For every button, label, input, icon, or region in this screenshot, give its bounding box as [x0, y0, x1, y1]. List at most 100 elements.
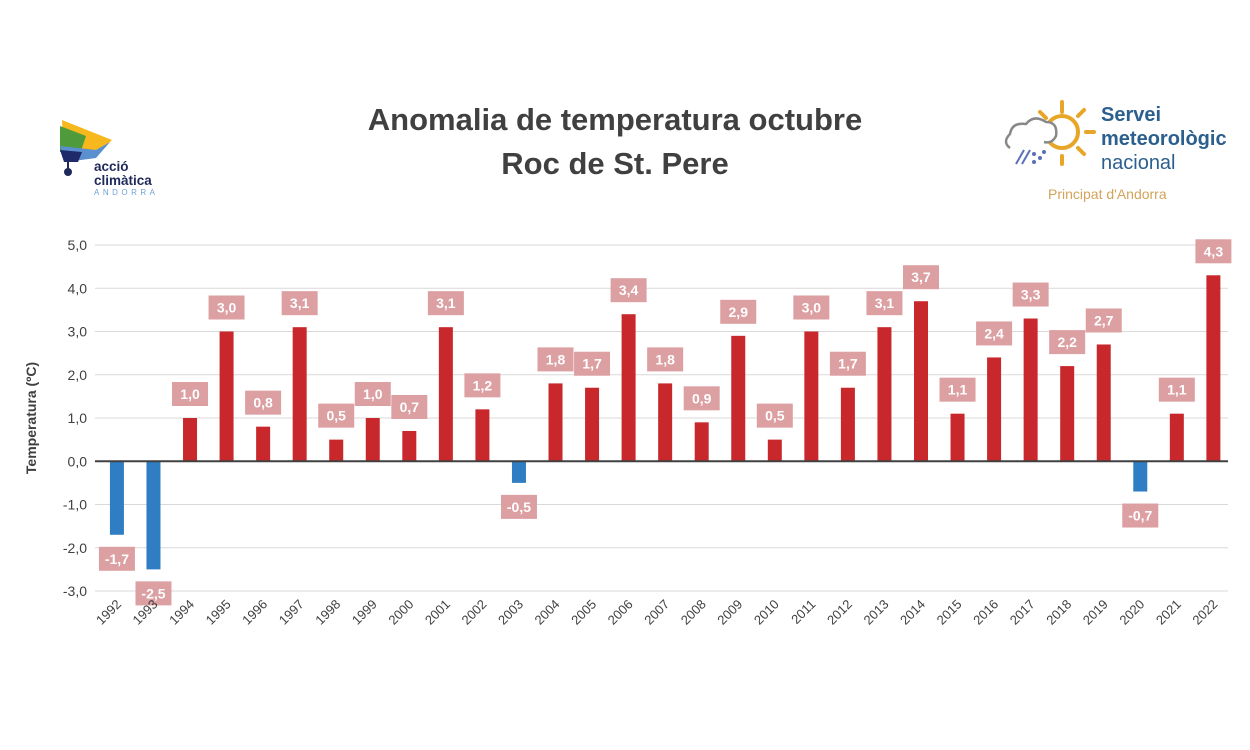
y-tick-label: -1,0	[63, 497, 87, 513]
logo-text-principat: Principat d'Andorra	[1048, 186, 1167, 202]
data-label-box	[354, 382, 391, 406]
bar	[621, 314, 636, 462]
y-tick-label: 4,0	[68, 280, 88, 296]
y-tick-label: 0,0	[68, 453, 88, 469]
x-tick-label: 2012	[824, 597, 855, 628]
bar	[402, 430, 417, 462]
sun-cloud-rain-icon	[1004, 100, 1096, 166]
bar	[804, 331, 819, 462]
y-tick-label: 3,0	[68, 324, 88, 340]
x-tick-label: 2022	[1189, 597, 1220, 628]
data-label-box	[1085, 308, 1122, 333]
bar	[658, 383, 673, 462]
accio-climatica-logo: acció climàtica ANDORRA	[56, 116, 155, 197]
data-label-box	[245, 390, 282, 415]
data-label-box	[1158, 377, 1195, 402]
x-tick-label: 2005	[568, 597, 599, 628]
data-label-box	[720, 299, 757, 324]
data-label-box	[172, 382, 209, 406]
data-label-box	[756, 403, 793, 428]
data-label: 3,3	[1021, 287, 1041, 303]
logo-text-meteorologic: meteorològic	[1101, 128, 1227, 150]
data-label-box	[427, 291, 464, 316]
data-label-box	[574, 351, 611, 376]
data-label: -1,7	[105, 551, 129, 567]
data-label: 0,5	[326, 408, 346, 424]
bar	[1169, 413, 1184, 462]
x-tick-label: 2018	[1043, 597, 1074, 628]
data-label: 0,8	[253, 395, 273, 411]
x-tick-label: 2008	[678, 597, 709, 628]
bar	[1206, 275, 1221, 462]
data-label: 3,1	[436, 295, 456, 311]
x-tick-label: 2004	[532, 597, 563, 628]
data-label: 0,9	[692, 390, 712, 406]
x-tick-label: 2017	[1007, 597, 1038, 628]
data-label: 3,7	[911, 269, 931, 285]
data-label: 3,1	[875, 295, 895, 311]
data-label: 1,0	[363, 386, 383, 402]
data-label-box	[500, 494, 537, 519]
x-tick-label: 2001	[422, 597, 453, 628]
bar	[840, 387, 855, 462]
x-tick-label: 2019	[1080, 597, 1111, 628]
y-tick-label: -2,0	[63, 540, 87, 556]
logo-text-accio: acció	[94, 159, 129, 174]
bar	[548, 383, 563, 462]
x-tick-label: 1998	[312, 597, 343, 628]
bar	[731, 335, 746, 462]
data-label: 1,0	[180, 386, 200, 402]
data-label-box	[135, 581, 172, 606]
x-tick-label: 2010	[751, 597, 782, 628]
data-label: 3,1	[290, 295, 310, 311]
data-label: -2,5	[141, 585, 165, 601]
bar	[219, 331, 234, 462]
x-tick-label: 1992	[93, 597, 124, 628]
data-label: 1,1	[1167, 382, 1187, 398]
data-label: 1,2	[473, 377, 493, 393]
bar	[109, 461, 124, 535]
bar	[183, 418, 198, 462]
data-label-box	[98, 546, 135, 571]
data-label: 0,5	[765, 408, 785, 424]
bar	[511, 461, 526, 483]
x-tick-label: 1995	[203, 597, 234, 628]
x-tick-label: 2015	[934, 597, 965, 628]
x-tick-label: 2011	[788, 597, 818, 627]
bar	[877, 327, 892, 462]
x-tick-label: 1996	[239, 597, 270, 628]
data-label: 2,7	[1094, 312, 1114, 328]
data-label: 3,4	[619, 282, 639, 298]
bar	[438, 327, 453, 462]
x-tick-label: 2006	[605, 597, 636, 628]
data-label-box	[610, 278, 647, 303]
data-label-box	[1122, 503, 1159, 528]
x-tick-label: 2003	[495, 597, 526, 628]
data-label: 1,8	[546, 351, 566, 367]
data-label: 1,1	[948, 382, 968, 398]
bar	[146, 461, 161, 570]
servei-meteorologic-logo: Servei meteorològic nacional Principat d…	[1000, 98, 1250, 208]
logo-text-nacional: nacional	[1101, 152, 1176, 174]
y-tick-label: 5,0	[68, 237, 88, 253]
data-label-box	[318, 403, 355, 428]
bar	[767, 439, 782, 462]
accio-climatica-logo-icon	[60, 120, 112, 176]
data-label-box	[1195, 239, 1232, 264]
x-tick-label: 2007	[641, 597, 672, 628]
x-tick-label: 2000	[385, 597, 416, 628]
data-label-box	[391, 394, 428, 419]
bar	[475, 409, 490, 462]
data-label: -0,5	[507, 499, 531, 515]
data-label-box	[683, 386, 720, 411]
y-tick-label: 2,0	[68, 367, 88, 383]
data-label-box	[1012, 282, 1049, 307]
x-tick-label: 1999	[349, 597, 380, 628]
bar	[1133, 461, 1148, 492]
x-tick-label: 2014	[897, 597, 928, 628]
chart-title: Anomalia de temperatura octubre	[367, 102, 863, 137]
data-label: 2,2	[1057, 334, 1077, 350]
bar	[1060, 366, 1075, 462]
x-tick-label: 1997	[276, 597, 307, 628]
